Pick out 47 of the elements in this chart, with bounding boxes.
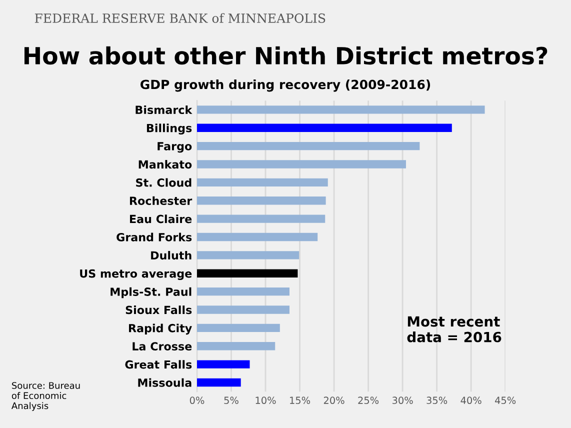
y-tick-label: Grand Forks xyxy=(116,232,192,242)
bar xyxy=(196,251,300,260)
bar xyxy=(196,360,250,368)
chart-title: How about other Ninth District metros? xyxy=(24,46,548,65)
y-tick-label: Rapid City xyxy=(129,324,192,335)
text: FEDERAL RESERVE BANK of MINNEAPOLIS xyxy=(34,13,326,23)
bar xyxy=(196,142,420,150)
y-tick-label: Mankato xyxy=(138,160,192,169)
x-tick-label: 5% xyxy=(224,396,238,404)
y-tick-label: Billings xyxy=(146,124,192,134)
y-tick-label: St. Cloud xyxy=(136,178,192,187)
bar xyxy=(196,232,318,242)
y-tick-label: La Crosse xyxy=(132,342,192,351)
bar xyxy=(196,106,485,114)
y-tick-label: Mpls-St. Paul xyxy=(110,287,192,298)
x-tick-label: 40% xyxy=(460,396,482,404)
y-tick-label: Sioux Falls xyxy=(126,306,192,314)
bar xyxy=(196,342,276,350)
x-tick-label: 25% xyxy=(358,396,379,404)
x-tick-label: 0% xyxy=(190,396,204,404)
bar xyxy=(196,306,290,314)
source-note: Source: Bureau of Economic Analysis xyxy=(11,382,80,411)
annotation: Most recent data = 2016 xyxy=(407,316,502,342)
bar xyxy=(196,324,280,332)
x-tick-label: 20% xyxy=(324,396,344,404)
bar xyxy=(196,124,452,132)
bar xyxy=(196,269,298,278)
bar xyxy=(196,378,241,387)
y-tick-label: Great Falls xyxy=(125,360,192,369)
x-tick-label: 15% xyxy=(290,396,310,404)
bar xyxy=(196,287,290,296)
y-tick-label: Rochester xyxy=(130,196,192,206)
y-tick-label: Fargo xyxy=(158,142,192,153)
x-tick-label: 10% xyxy=(256,396,276,404)
x-tick-label: 35% xyxy=(426,396,448,404)
bar xyxy=(196,178,328,187)
y-tick-label: Duluth xyxy=(151,250,192,260)
bar xyxy=(196,214,326,223)
chart-subtitle: GDP growth during recovery (2009-2016) xyxy=(140,80,430,92)
x-tick-label: 45% xyxy=(495,396,516,404)
y-tick-label: Eau Claire xyxy=(130,214,192,224)
bar xyxy=(196,196,326,205)
x-tick-label: 30% xyxy=(392,396,413,404)
y-tick-label: US metro average xyxy=(80,269,192,280)
y-tick-label: Missoula xyxy=(138,378,192,387)
bar xyxy=(196,160,406,168)
y-tick-label: Bismarck xyxy=(136,105,192,114)
